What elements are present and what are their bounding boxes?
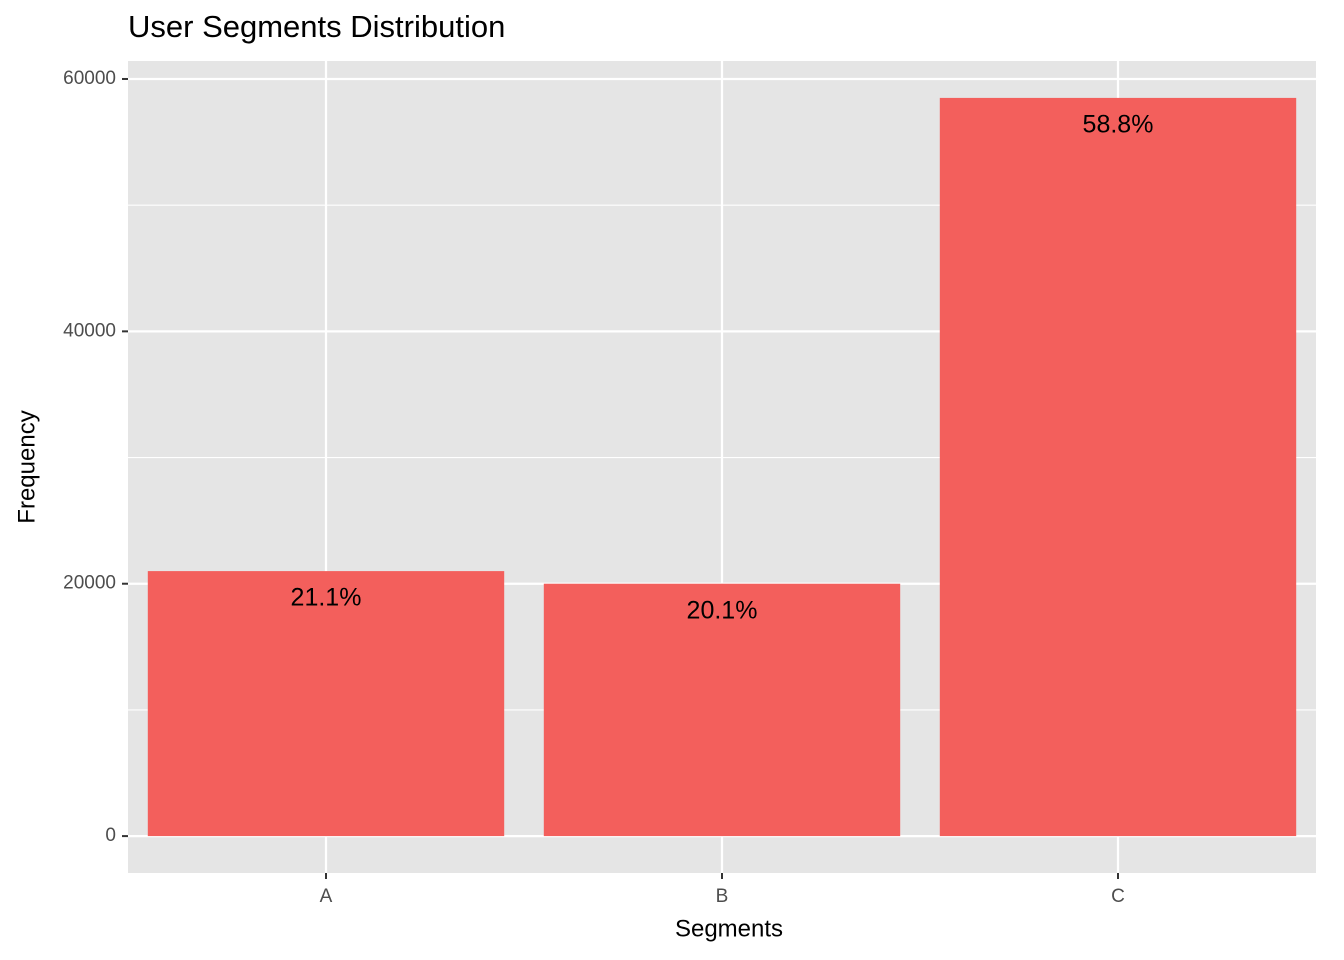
x-tick-label: B	[716, 886, 729, 907]
y-tick-label: 0	[105, 825, 116, 846]
y-tick-label: 40000	[63, 320, 116, 341]
data-label: 58.8%	[1083, 111, 1154, 139]
x-tick-label: A	[320, 886, 333, 907]
bar	[939, 97, 1297, 837]
data-label: 20.1%	[687, 596, 758, 624]
x-tick-label: C	[1111, 886, 1125, 907]
y-tick-label: 20000	[63, 573, 116, 594]
bar	[543, 583, 901, 837]
y-tick-label: 60000	[63, 68, 116, 89]
bar	[147, 571, 505, 837]
data-label: 21.1%	[291, 584, 362, 612]
chart-title: User Segments Distribution	[128, 9, 505, 44]
x-axis-title: Segments	[675, 915, 783, 942]
y-axis-title: Frequency	[13, 410, 40, 523]
